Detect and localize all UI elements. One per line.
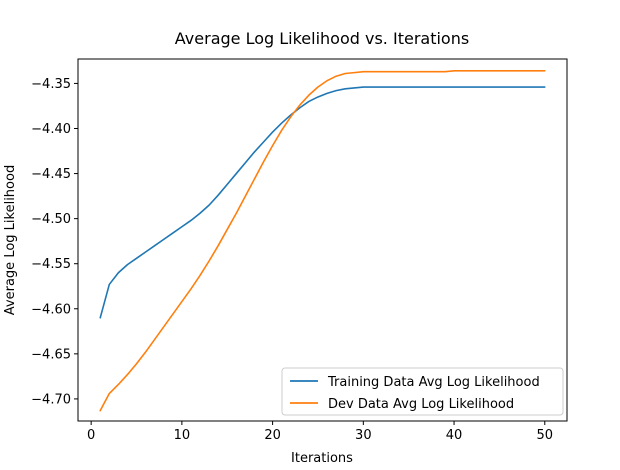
y-axis-label: Average Log Likelihood — [3, 165, 18, 315]
series-line-training — [99, 86, 546, 319]
legend-label-training: Training Data Avg Log Likelihood — [327, 375, 540, 390]
axes-frame — [77, 58, 568, 422]
y-tick-label: −4.45 — [31, 167, 71, 182]
x-tick-label: 20 — [264, 428, 281, 443]
y-tick-label: −4.40 — [31, 122, 71, 137]
y-tick-label: −4.50 — [31, 212, 71, 227]
x-tick-label: 40 — [446, 428, 463, 443]
y-tick-label: −4.65 — [31, 347, 71, 362]
y-tick-label: −4.60 — [31, 302, 71, 317]
y-tick-label: −4.35 — [31, 77, 71, 92]
legend-label-dev: Dev Data Avg Log Likelihood — [328, 397, 514, 412]
x-tick-label: 50 — [536, 428, 553, 443]
series-line-dev — [99, 70, 546, 412]
chart-title: Average Log Likelihood vs. Iterations — [175, 29, 469, 48]
x-tick-label: 30 — [355, 428, 372, 443]
y-tick-label: −4.55 — [31, 257, 71, 272]
y-axis: −4.35 −4.40 −4.45 −4.50 −4.55 −4.60 −4.65 −4.70 — [31, 77, 78, 407]
y-tick-label: −4.70 — [31, 392, 71, 407]
legend: Training Data Avg Log Likelihood Dev Dat… — [281, 367, 564, 416]
x-axis: 0 10 20 30 40 50 — [87, 421, 553, 443]
legend-box — [281, 367, 564, 416]
x-axis-label: Iterations — [291, 451, 353, 466]
x-tick-label: 0 — [87, 428, 95, 443]
x-tick-label: 10 — [174, 428, 191, 443]
series-layer — [99, 70, 546, 412]
